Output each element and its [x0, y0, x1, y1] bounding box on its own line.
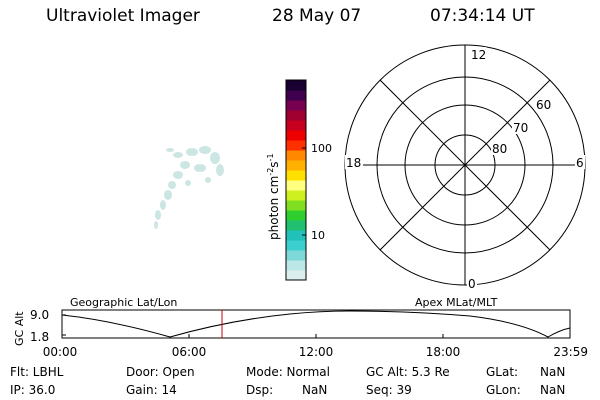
seq-info: Seq: 39	[366, 383, 412, 397]
colorbar-segment	[286, 110, 306, 121]
time-label: 07:34:14 UT	[430, 6, 535, 26]
aurora-speck	[216, 164, 224, 176]
x-tick-label: 23:59	[553, 345, 588, 359]
geographic-label: Geographic Lat/Lon	[70, 296, 177, 309]
colorbar-segment	[286, 270, 306, 281]
mlt-label-6: 6	[576, 156, 584, 170]
glon-label: GLon:	[486, 383, 521, 397]
mlt-label-12: 12	[471, 48, 486, 62]
mode-info: Mode: Normal	[246, 365, 330, 379]
label-bg	[345, 155, 363, 169]
lat-label-80: 80	[492, 142, 507, 156]
mlt-label-18: 18	[346, 156, 361, 170]
aurora-speck	[173, 171, 183, 179]
label-bg	[470, 47, 486, 61]
colorbar-segment	[286, 90, 306, 101]
aurora-speck	[155, 210, 161, 220]
x-tick-label: 12:00	[299, 345, 334, 359]
timeline-frame	[61, 309, 571, 339]
label-bg	[491, 141, 508, 155]
colorbar-segment	[286, 190, 306, 201]
label-bg	[535, 97, 552, 111]
door-info: Door: Open	[126, 365, 195, 379]
colorbar-segment	[286, 260, 306, 271]
gc-alt-axis-title: GC Alt	[13, 311, 26, 346]
colorbar-segment	[286, 120, 306, 131]
aurora-speck	[185, 180, 191, 186]
colorbar-segment	[286, 250, 306, 261]
colorbar-tick-label-100: 100	[311, 142, 332, 155]
colorbar	[286, 80, 306, 281]
mlt-label-0: 0	[468, 277, 476, 291]
aurora-speck	[186, 148, 198, 156]
dsp-label: Dsp:	[246, 383, 274, 397]
filter-info: Flt: LBHL	[10, 365, 64, 379]
glon-value: NaN	[540, 383, 566, 397]
auroral-image	[154, 146, 224, 229]
colorbar-segment	[286, 130, 306, 141]
aurora-speck	[173, 152, 183, 158]
aurora-speck	[199, 146, 211, 154]
colorbar-segment	[286, 230, 306, 241]
polar-grid	[344, 44, 586, 286]
altitude-curve	[61, 310, 571, 338]
apex-label: Apex MLat/MLT	[415, 296, 498, 309]
aurora-speck	[205, 177, 211, 183]
aurora-speck	[194, 164, 206, 172]
colorbar-frame	[285, 79, 307, 281]
gc-alt-info: GC Alt: 5.3 Re	[366, 365, 450, 379]
colorbar-title: photon cm-2s-1	[266, 153, 281, 240]
y-tick-max: 9.0	[30, 308, 49, 322]
y-tick-min: 1.8	[30, 330, 49, 344]
label-bg	[575, 155, 585, 169]
glat-value: NaN	[540, 365, 566, 379]
aurora-speck	[164, 190, 172, 200]
glat-label: GLat:	[486, 365, 519, 379]
ip-info: IP: 36.0	[10, 383, 56, 397]
date-label: 28 May 07	[272, 6, 362, 26]
gain-info: Gain: 14	[126, 383, 177, 397]
polar-diagonal-2	[379, 79, 551, 251]
colorbar-segment	[286, 140, 306, 151]
label-bg	[467, 276, 477, 290]
lat-label-70: 70	[513, 121, 528, 135]
colorbar-segment	[286, 100, 306, 111]
label-bg	[512, 120, 529, 134]
colorbar-segment	[286, 220, 306, 231]
aurora-speck	[160, 200, 166, 210]
colorbar-segment	[286, 240, 306, 251]
colorbar-segment	[286, 170, 306, 181]
colorbar-segment	[286, 150, 306, 161]
aurora-speck	[168, 181, 176, 189]
lat-label-60: 60	[536, 98, 551, 112]
colorbar-segment	[286, 200, 306, 211]
aurora-speck	[180, 161, 190, 169]
x-tick-label: 06:00	[172, 345, 207, 359]
aurora-speck	[210, 152, 220, 164]
colorbar-segment	[286, 210, 306, 221]
colorbar-tick-label-10: 10	[311, 229, 325, 242]
dsp-value: NaN	[302, 383, 328, 397]
colorbar-segment	[286, 160, 306, 171]
timeline-x-ticks: 00:00 06:00 12:00 18:00 23:59	[43, 345, 588, 359]
aurora-speck	[154, 221, 158, 229]
instrument-title: Ultraviolet Imager	[46, 6, 200, 26]
colorbar-segment	[286, 80, 306, 91]
aurora-speck	[166, 148, 174, 152]
x-tick-label: 00:00	[43, 345, 78, 359]
colorbar-segment	[286, 180, 306, 191]
x-tick-label: 18:00	[426, 345, 461, 359]
